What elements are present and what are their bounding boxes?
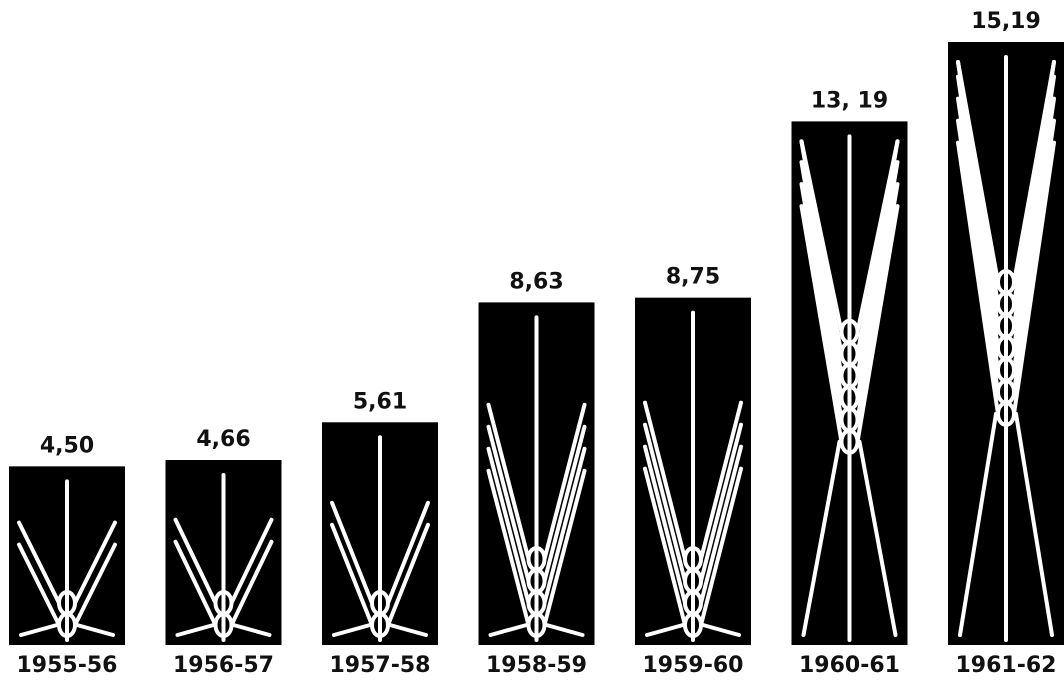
- awn: [332, 623, 372, 637]
- awn: [542, 468, 587, 627]
- awn: [542, 424, 587, 583]
- awn: [73, 542, 117, 627]
- awn: [1014, 411, 1054, 637]
- awn: [386, 500, 430, 605]
- awn: [643, 466, 687, 627]
- awn: [488, 623, 529, 637]
- awn: [699, 466, 743, 627]
- value-label: 8,63: [509, 269, 563, 294]
- awn: [1012, 96, 1056, 372]
- awn: [330, 500, 374, 605]
- awn: [75, 623, 115, 637]
- awn: [956, 60, 1000, 284]
- value-label: 13, 19: [811, 88, 888, 113]
- awn: [330, 522, 374, 627]
- x-tick-label: 1956-57: [173, 653, 274, 678]
- awn: [388, 623, 428, 637]
- awn: [486, 446, 531, 605]
- awn: [699, 444, 743, 605]
- awn: [643, 422, 687, 583]
- awn: [231, 623, 272, 637]
- wheat-icon: [799, 134, 900, 642]
- wheat-icon: [330, 435, 430, 642]
- awn: [175, 623, 216, 637]
- awn: [855, 182, 900, 422]
- awn: [799, 204, 844, 444]
- awn: [801, 439, 842, 637]
- awn: [542, 446, 587, 605]
- awn: [956, 118, 1000, 394]
- awn: [486, 424, 531, 583]
- awn: [855, 139, 900, 334]
- awn: [956, 140, 1000, 416]
- awn: [1012, 140, 1056, 416]
- awn: [643, 400, 687, 561]
- awn: [699, 422, 743, 583]
- awn: [486, 468, 531, 627]
- wheat-icon: [643, 310, 743, 642]
- awn: [229, 517, 274, 605]
- awn: [17, 542, 61, 627]
- awn: [799, 160, 844, 400]
- awn: [173, 539, 218, 627]
- awn: [799, 139, 844, 334]
- wheat-icon: [17, 479, 117, 642]
- x-tick-label: 1959-60: [643, 653, 744, 678]
- awn: [643, 444, 687, 605]
- awn: [855, 160, 900, 400]
- awn: [699, 400, 743, 561]
- awn: [17, 520, 61, 605]
- awn: [799, 182, 844, 422]
- wheat-icon: [486, 315, 587, 642]
- value-label: 8,75: [666, 265, 720, 290]
- awn: [855, 204, 900, 444]
- awn: [542, 402, 587, 561]
- wheat-icon: [956, 55, 1056, 642]
- awn: [173, 517, 218, 605]
- value-label: 4,66: [196, 427, 250, 452]
- awn: [73, 520, 117, 605]
- value-label: 5,61: [353, 389, 407, 414]
- x-tick-label: 1961-62: [956, 653, 1057, 678]
- awn: [956, 96, 1000, 372]
- awn: [645, 623, 685, 637]
- x-tick-label: 1958-59: [486, 653, 587, 678]
- awn: [544, 623, 585, 637]
- awn: [386, 522, 430, 627]
- wheat-icon: [173, 473, 274, 642]
- x-tick-label: 1960-61: [799, 653, 900, 678]
- awn: [1012, 74, 1056, 350]
- value-label: 4,50: [40, 433, 94, 458]
- awn: [958, 411, 998, 637]
- awn: [1012, 60, 1056, 284]
- awn: [701, 623, 741, 637]
- awn: [19, 623, 59, 637]
- x-tick-label: 1957-58: [330, 653, 431, 678]
- awn: [229, 539, 274, 627]
- value-label: 15,19: [971, 9, 1041, 34]
- awn: [956, 74, 1000, 350]
- awn: [857, 439, 898, 637]
- x-tick-label: 1955-56: [17, 653, 118, 678]
- awn: [1012, 118, 1056, 394]
- awn: [486, 402, 531, 561]
